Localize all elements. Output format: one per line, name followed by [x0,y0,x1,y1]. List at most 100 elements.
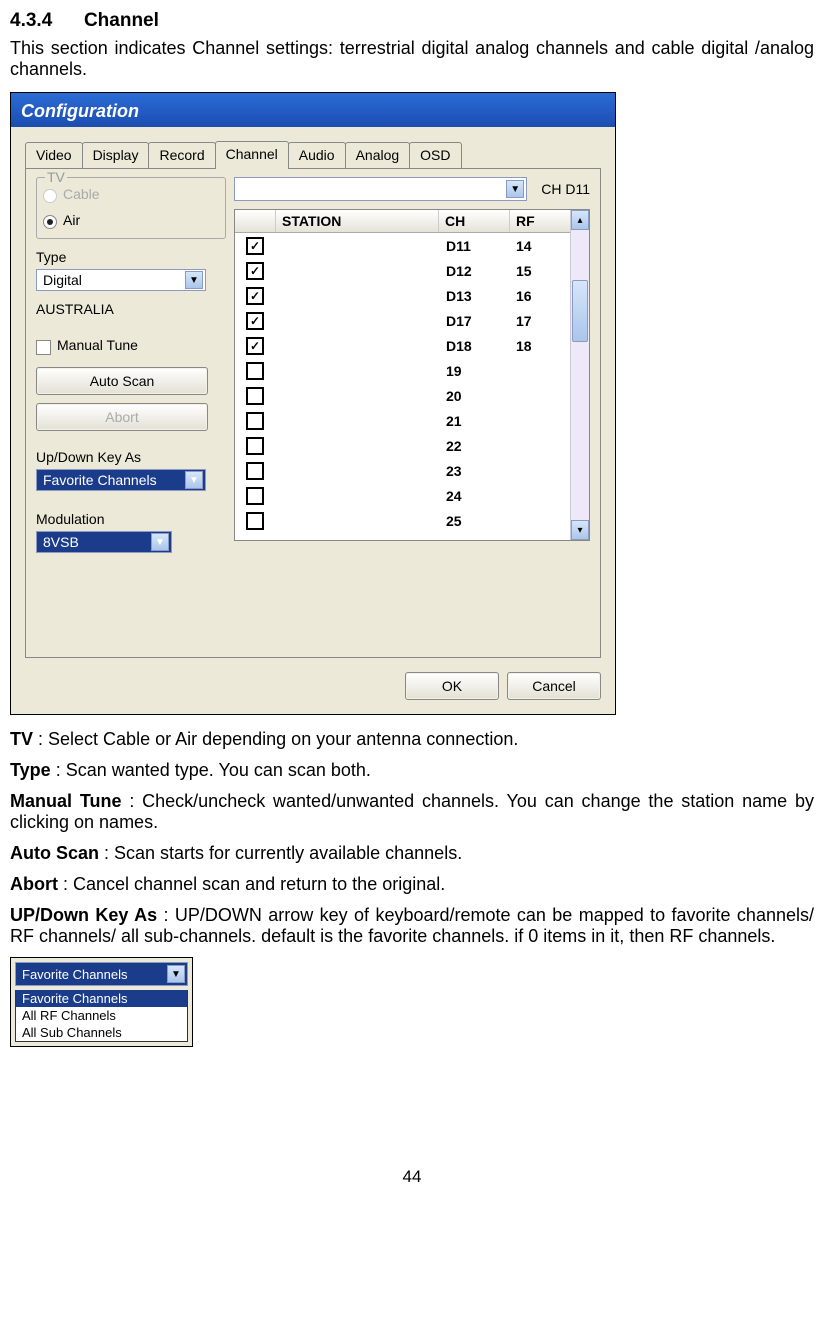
top-row: ▼ CH D11 [234,177,590,201]
section-heading: 4.3.4 Channel [10,10,814,32]
radio-cable[interactable]: Cable [43,186,219,206]
auto-scan-button[interactable]: Auto Scan [36,367,208,395]
table-row[interactable]: 25 [235,508,570,533]
tab-channel[interactable]: Channel [215,141,289,169]
row-ch: D17 [440,313,510,329]
scroll-up-icon[interactable]: ▴ [571,210,589,230]
dd-top: Favorite Channels ▼ [11,958,192,990]
radio-cable-icon [43,189,57,203]
checkbox-icon [246,462,264,480]
scroll-down-icon[interactable]: ▾ [571,520,589,540]
tab-video[interactable]: Video [25,142,83,168]
row-checkbox[interactable] [235,487,275,505]
table-row[interactable]: ✓D1316 [235,283,570,308]
cancel-button[interactable]: Cancel [507,672,601,700]
manual-tune-check[interactable]: Manual Tune [36,337,226,357]
type-value: Digital [43,272,82,288]
updown-label: Up/Down Key As [36,449,226,465]
table-row[interactable]: 19 [235,358,570,383]
desc-tv-label: TV [10,729,33,749]
abort-label: Abort [105,409,138,425]
row-ch: D12 [440,263,510,279]
row-checkbox[interactable] [235,362,275,380]
row-ch: 19 [440,363,510,379]
checkbox-icon [246,412,264,430]
dropdown-image: Favorite Channels ▼ Favorite Channels Al… [10,957,193,1047]
ok-button[interactable]: OK [405,672,499,700]
chevron-down-icon: ▼ [151,533,169,551]
tab-record[interactable]: Record [148,142,215,168]
row-rf: 15 [510,263,570,279]
row-checkbox[interactable] [235,512,275,530]
dd-item-rf[interactable]: All RF Channels [16,1007,187,1024]
checkbox-icon: ✓ [246,337,264,355]
row-ch: D18 [440,338,510,354]
checkbox-icon [246,512,264,530]
tab-display[interactable]: Display [82,142,150,168]
tab-audio[interactable]: Audio [288,142,346,168]
updown-value: Favorite Channels [43,472,157,488]
table-row[interactable]: ✓D1114 [235,233,570,258]
th-ch[interactable]: CH [439,210,510,232]
dd-item-favorite[interactable]: Favorite Channels [16,990,187,1007]
row-checkbox[interactable] [235,462,275,480]
type-combo[interactable]: Digital ▼ [36,269,206,291]
chevron-down-icon: ▼ [167,965,185,983]
dd-item-sub[interactable]: All Sub Channels [16,1024,187,1041]
manual-tune-label: Manual Tune [57,337,138,353]
th-check [235,210,276,232]
desc-abort-label: Abort [10,874,58,894]
dd-list: Favorite Channels All RF Channels All Su… [15,990,188,1042]
table-row[interactable]: 21 [235,408,570,433]
row-checkbox[interactable]: ✓ [235,262,275,280]
scrollbar[interactable]: ▴ ▾ [570,210,589,540]
checkbox-icon [36,340,51,355]
updown-combo[interactable]: Favorite Channels ▼ [36,469,206,491]
table-row[interactable]: 20 [235,383,570,408]
radio-air[interactable]: Air [43,212,219,232]
window-title: Configuration [11,93,615,127]
th-station[interactable]: STATION [276,210,439,232]
row-checkbox[interactable]: ✓ [235,312,275,330]
scroll-thumb[interactable] [572,280,588,342]
tab-body: TV Cable Air Type Digital ▼ AUST [25,168,601,658]
auto-scan-label: Auto Scan [90,373,155,389]
table-row[interactable]: ✓D1717 [235,308,570,333]
modulation-combo[interactable]: 8VSB ▼ [36,531,172,553]
desc-manual-tune-text: : Check/uncheck wanted/unwanted channels… [10,791,814,832]
radio-air-icon [43,215,57,229]
abort-button[interactable]: Abort [36,403,208,431]
tab-osd[interactable]: OSD [409,142,461,168]
row-checkbox[interactable]: ✓ [235,237,275,255]
channel-name-combo[interactable]: ▼ [234,177,527,201]
table-row[interactable]: 24 [235,483,570,508]
row-checkbox[interactable] [235,437,275,455]
checkbox-icon: ✓ [246,287,264,305]
tv-group: TV Cable Air [36,177,226,239]
tab-analog[interactable]: Analog [345,142,411,168]
table-row[interactable]: 23 [235,458,570,483]
checkbox-icon [246,387,264,405]
table-row[interactable]: 22 [235,433,570,458]
desc-manual-tune-label: Manual Tune [10,791,122,811]
dialog-buttons: OK Cancel [11,672,615,714]
desc-type-label: Type [10,760,51,780]
dd-combo[interactable]: Favorite Channels ▼ [15,962,188,986]
checkbox-icon: ✓ [246,237,264,255]
checkbox-icon [246,362,264,380]
table-row[interactable]: ✓ D1215 [235,258,570,283]
th-rf[interactable]: RF [510,210,570,232]
row-checkbox[interactable] [235,387,275,405]
row-checkbox[interactable]: ✓ [235,287,275,305]
table-row[interactable]: ✓D1818 [235,333,570,358]
cancel-label: Cancel [532,678,576,694]
country-label: AUSTRALIA [36,301,226,317]
desc-updown-label: UP/Down Key As [10,905,157,925]
row-checkbox[interactable]: ✓ [235,337,275,355]
desc-tv-text: : Select Cable or Air depending on your … [33,729,518,749]
scroll-track[interactable] [571,230,589,520]
desc-abort: Abort : Cancel channel scan and return t… [10,874,814,895]
dd-value: Favorite Channels [22,967,128,982]
row-checkbox[interactable] [235,412,275,430]
table-main: STATION CH RF ✓D1114✓D1215✓D1316✓D1717✓D… [235,210,570,540]
